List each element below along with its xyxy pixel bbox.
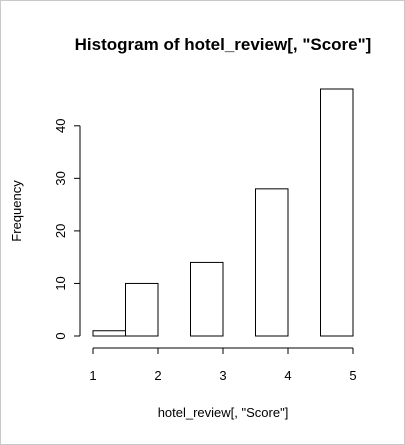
- x-tick-label: 3: [219, 368, 226, 383]
- x-tick-label: 2: [154, 368, 161, 383]
- histogram-bar: [92, 330, 126, 337]
- histogram-bar: [190, 261, 224, 337]
- y-tick-label: 10: [53, 276, 68, 290]
- y-axis: 0 10 20 30 40: [53, 119, 81, 340]
- y-tick-label: 0: [53, 332, 68, 339]
- histogram-bar: [125, 282, 159, 337]
- histogram-bar: [320, 88, 354, 337]
- x-tick-label: 1: [89, 368, 96, 383]
- y-axis-label: Frequency: [9, 180, 24, 242]
- x-tick-label: 5: [349, 368, 356, 383]
- y-tick-label: 40: [53, 119, 68, 133]
- histogram-bars: [92, 88, 354, 337]
- chart-title: Histogram of hotel_review[, "Score"]: [75, 35, 372, 54]
- histogram-bar: [255, 188, 289, 337]
- y-tick-label: 30: [53, 171, 68, 185]
- x-tick-label: 4: [284, 368, 291, 383]
- x-axis: 1 2 3 4 5: [89, 347, 357, 383]
- y-tick-label: 20: [53, 224, 68, 238]
- x-axis-label: hotel_review[, "Score"]: [158, 405, 289, 420]
